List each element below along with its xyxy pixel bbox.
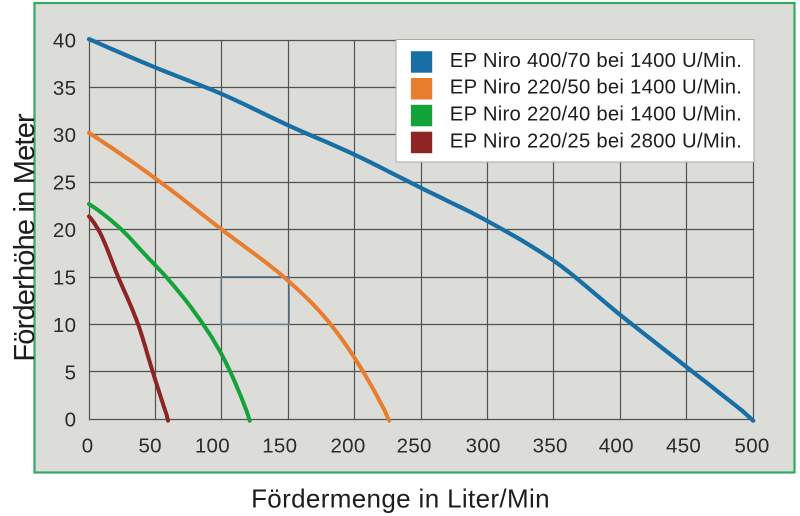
svg-text:150: 150 [262,434,297,457]
svg-text:5: 5 [65,361,77,384]
svg-text:0: 0 [82,434,94,457]
svg-text:250: 250 [397,434,432,457]
svg-text:Fördermenge in Liter/Min: Fördermenge in Liter/Min [251,484,550,514]
svg-text:EP Niro 220/50 bei 1400 U/Min.: EP Niro 220/50 bei 1400 U/Min. [450,77,742,99]
svg-text:EP Niro 220/40 bei 1400 U/Min.: EP Niro 220/40 bei 1400 U/Min. [450,104,742,126]
svg-text:10: 10 [53,314,76,337]
svg-text:Förderhöhe in Meter: Förderhöhe in Meter [9,113,41,362]
svg-text:50: 50 [138,434,161,457]
svg-text:EP Niro 220/25 bei 2800 U/Min.: EP Niro 220/25 bei 2800 U/Min. [450,130,742,152]
svg-text:200: 200 [330,434,365,457]
svg-text:300: 300 [466,434,501,457]
svg-text:25: 25 [53,172,76,195]
svg-text:450: 450 [666,434,701,457]
svg-text:40: 40 [53,29,76,52]
svg-text:500: 500 [735,434,770,457]
svg-text:400: 400 [599,434,634,457]
svg-text:30: 30 [53,124,76,147]
svg-text:15: 15 [53,267,76,290]
svg-text:35: 35 [53,77,76,100]
svg-text:100: 100 [195,434,230,457]
svg-text:20: 20 [53,219,76,242]
svg-text:350: 350 [533,434,568,457]
svg-text:EP Niro 400/70 bei 1400 U/Min.: EP Niro 400/70 bei 1400 U/Min. [450,50,742,72]
svg-text:0: 0 [65,409,77,432]
